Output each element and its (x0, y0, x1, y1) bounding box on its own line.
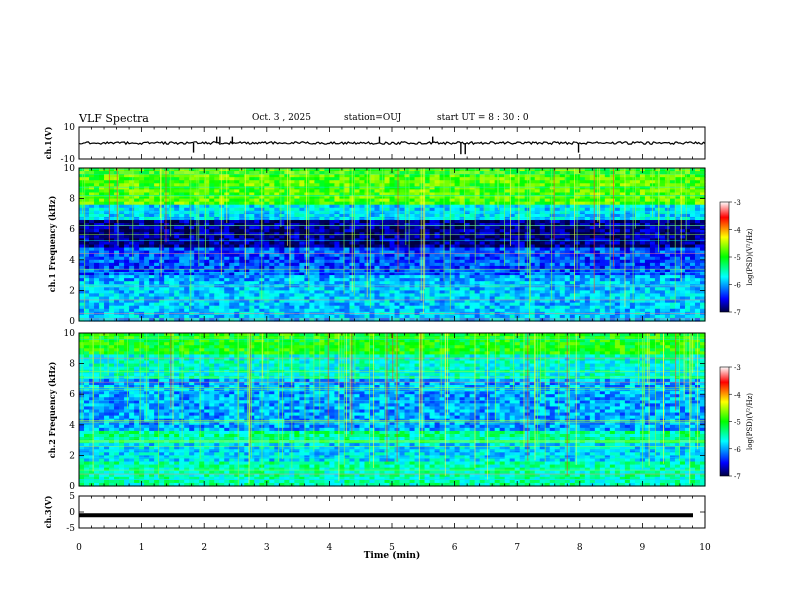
colorbar-2-tick-3: -6 (734, 446, 741, 454)
colorbar-2-tick-0: -3 (734, 364, 741, 372)
ch3-wave-ytick-2: -5 (66, 524, 75, 534)
ch1-waveform (78, 136, 706, 155)
x-tick-10: 10 (699, 543, 711, 553)
date-label: Oct. 3 , 2025 (252, 113, 311, 123)
ch1-spec-ylabel: ch.1 Frequency (kHz) (47, 196, 57, 293)
ch3-wave-ytick-0: 5 (69, 492, 75, 502)
ch2-spec-ylabel: ch.2 Frequency (kHz) (47, 362, 57, 459)
ch1-spec-ytick-1: 2 (69, 286, 75, 296)
colorbar-1-tick-4: -7 (734, 309, 741, 317)
x-axis-label: Time (min) (364, 550, 421, 561)
colorbar-2 (719, 366, 732, 477)
ch2-spec-ytick-5: 10 (64, 329, 76, 339)
ch2-spec-ytick-2: 4 (69, 421, 75, 431)
x-tick-5: 5 (389, 543, 395, 553)
ch1-spec-ytick-2: 4 (69, 256, 75, 266)
station-label: station=OUJ (344, 113, 402, 123)
ch1-wave-ytick-1: -10 (61, 155, 76, 165)
ch2-spec-ytick-3: 6 (69, 390, 75, 400)
colorbar-2-label: log(PSD)(V²/Hz) (746, 393, 754, 450)
ch1-wave-ylabel: ch.1(V) (43, 126, 53, 159)
x-tick-1: 1 (139, 543, 145, 553)
colorbar-1-tick-2: -5 (734, 254, 741, 262)
colorbar-1-tick-3: -6 (734, 282, 741, 290)
x-tick-8: 8 (577, 543, 583, 553)
ch2-spec-ytick-1: 2 (69, 451, 75, 461)
ch1-trace (78, 140, 706, 146)
ch3-wave-ytick-1: 0 (69, 508, 75, 518)
colorbar-1-tick-0: -3 (734, 199, 741, 207)
ch1-spec-ytick-5: 10 (64, 164, 76, 174)
ch1-wave-ytick-0: 10 (64, 123, 76, 133)
colorbar-2-tick-1: -4 (734, 391, 741, 399)
start-ut-label: start UT = 8 : 30 : 0 (437, 113, 529, 123)
ch1-spec-ytick-4: 8 (69, 195, 75, 205)
colorbar-2-tick-4: -7 (734, 473, 741, 481)
ch1-spec-ytick-3: 6 (69, 225, 75, 235)
ch3-wave-ylabel: ch.3(V) (43, 495, 53, 528)
colorbar-1-label: log(PSD)(V²/Hz) (746, 228, 754, 285)
x-tick-9: 9 (640, 543, 646, 553)
ch2-spec-ytick-0: 0 (69, 482, 75, 492)
ch1-spec-ytick-0: 0 (69, 317, 75, 327)
ch1-spectrogram (78, 168, 706, 322)
x-tick-2: 2 (201, 543, 207, 553)
colorbar-2-tick-2: -5 (734, 419, 741, 427)
ch2-spec-ytick-4: 8 (69, 360, 75, 370)
x-tick-0: 0 (76, 543, 82, 553)
x-tick-3: 3 (264, 543, 270, 553)
x-tick-7: 7 (514, 543, 520, 553)
chart-title: VLF Spectra (79, 112, 149, 125)
plot-axes (78, 126, 732, 529)
colorbar-1 (719, 201, 732, 313)
x-tick-6: 6 (452, 543, 458, 553)
colorbar-1-tick-1: -4 (734, 227, 741, 235)
x-tick-4: 4 (327, 543, 333, 553)
ch2-spectrogram (79, 333, 706, 487)
